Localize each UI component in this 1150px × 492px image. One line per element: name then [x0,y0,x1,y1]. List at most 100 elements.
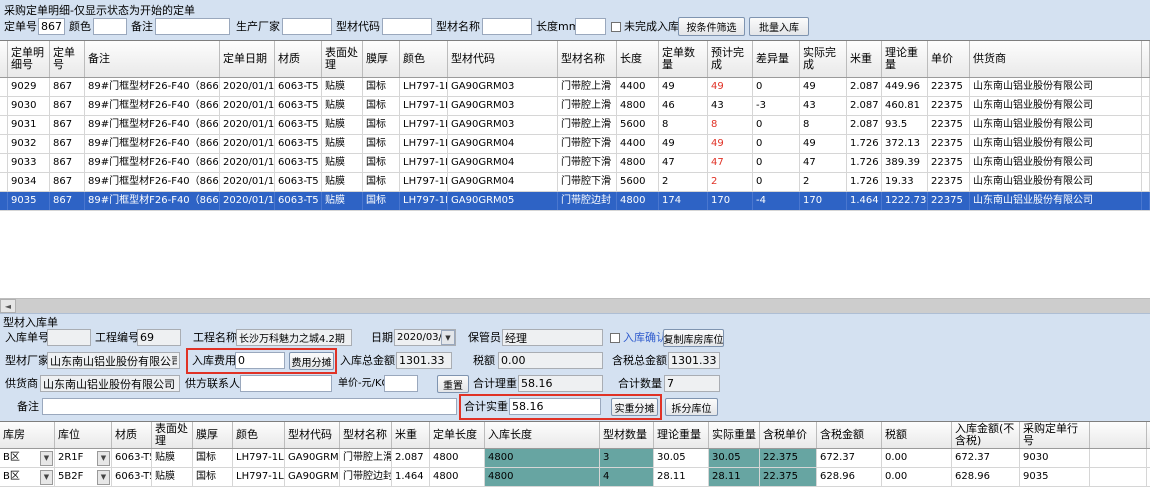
unfinished-checkbox[interactable] [611,22,621,32]
profile-code-filter-input[interactable] [382,18,432,35]
cell: 22375 [928,154,970,172]
cell: 贴膜 [322,154,363,172]
date-input[interactable] [394,329,456,346]
cell: 2 [800,173,847,191]
warehouse-dropdown[interactable]: B区 ▼ [0,468,55,486]
table-row[interactable]: 903586789#门框型材F26-F40（866+867）2020/01/13… [0,192,1150,211]
remark-filter-input[interactable] [155,18,230,35]
cell: GA90GRM04 [448,173,558,191]
table-row[interactable]: B区▼2R1F▼6063-T5贴膜国标LH797-1LL0GA90GRM03门带… [0,449,1150,468]
cell: GA90GRM05 [285,468,340,486]
inbound-no-input[interactable] [47,329,91,346]
cell: 5600 [617,173,659,191]
column-header: 供货商 [970,41,1142,77]
cell: 28.11 [654,468,709,486]
table-row[interactable]: 903286789#门框型材F26-F40（866+867）2020/01/13… [0,135,1150,154]
cell: 山东南山铝业股份有限公司 [970,97,1142,115]
total-amount-input[interactable] [396,352,452,369]
column-header [0,41,8,77]
remark-input[interactable] [42,398,457,415]
project-name-input[interactable] [236,329,352,346]
copy-warehouse-button[interactable]: 复制库房库位 [663,329,724,347]
column-header: 单价 [928,41,970,77]
table-row[interactable]: 903186789#门框型材F26-F40（866+867）2020/01/13… [0,116,1150,135]
table-row[interactable]: 903386789#门框型材F26-F40（866+867）2020/01/13… [0,154,1150,173]
cell: 2 [659,173,708,191]
cell: 8 [800,116,847,134]
total-theory-input[interactable] [518,375,603,392]
location-dropdown[interactable]: 5B2F ▼ [55,468,112,486]
filter-by-condition-button[interactable]: 按条件筛选 [678,17,745,36]
cell: 4800 [617,154,659,172]
scroll-left-button[interactable]: ◄ [0,299,16,313]
cell: 1.464 [392,468,430,486]
total-actual-input[interactable] [509,398,601,415]
cell: 0 [753,78,800,96]
cell: 9032 [8,135,50,153]
cell: 2020/01/13 [220,97,275,115]
factory-input[interactable] [47,352,180,369]
profile-name-filter-input[interactable] [482,18,532,35]
chevron-down-icon: ▼ [97,469,110,485]
cell: 1.726 [847,135,882,153]
tax-input[interactable] [498,352,603,369]
order-no-input[interactable] [38,18,65,35]
cell: 0.00 [882,449,952,467]
horizontal-scrollbar[interactable]: ◄ [0,298,1150,313]
profile-name-filter-label: 型材名称 [436,20,480,33]
cell: 1.726 [847,154,882,172]
keeper-label: 保管员 [468,331,501,344]
column-header: 表面处理 [152,422,193,448]
cell: -3 [753,97,800,115]
column-header: 入库金额(不含税) [952,422,1020,448]
cell: LH797-1LL0 [233,468,285,486]
cell: 49 [659,78,708,96]
fee-allocate-button[interactable]: 费用分摊 [289,352,334,370]
column-header: 表面处理 [322,41,363,77]
color-input[interactable] [93,18,127,35]
table-row[interactable]: 903086789#门框型材F26-F40（866+867）2020/01/13… [0,97,1150,116]
cell: 9034 [8,173,50,191]
total-with-tax-input[interactable] [668,352,720,369]
column-header: 理论重量 [654,422,709,448]
warehouse-dropdown[interactable]: B区 ▼ [0,449,55,467]
contact-input[interactable] [240,375,332,392]
cell: 4 [600,468,654,486]
chevron-down-icon: ▼ [40,469,53,485]
actual-weight-allocate-button[interactable]: 实重分摊 [611,398,658,416]
column-header: 膜厚 [193,422,233,448]
column-header: 理论重量 [882,41,928,77]
location-dropdown[interactable]: 2R1F ▼ [55,449,112,467]
keeper-input[interactable] [502,329,603,346]
date-dropdown-icon[interactable]: ▼ [441,330,455,345]
batch-inbound-button[interactable]: 批量入库 [749,17,809,36]
column-header: 实际重量 [709,422,760,448]
table-row[interactable]: 902986789#门框型材F26-F40（866+867）2020/01/13… [0,78,1150,97]
manufacturer-input[interactable] [282,18,332,35]
column-header: 差异量 [753,41,800,77]
column-header: 定单明细号 [8,41,50,77]
cell: 门带腔边封 [558,192,617,210]
column-header: 米重 [392,422,430,448]
table-row[interactable]: B区▼5B2F▼6063-T5贴膜国标LH797-1LL0GA90GRM05门带… [0,468,1150,487]
length-filter-input[interactable] [575,18,606,35]
unit-price-input[interactable] [384,375,418,392]
cell: 山东南山铝业股份有限公司 [970,173,1142,191]
cell: GA90GRM04 [448,135,558,153]
cell: 2.087 [392,449,430,467]
column-header: 颜色 [233,422,285,448]
inbound-fee-input[interactable] [235,352,285,369]
total-qty-input[interactable] [664,375,720,392]
inbound-confirm-checkbox[interactable] [610,333,620,343]
cell: 2020/01/13 [220,192,275,210]
reset-button[interactable]: 重置 [437,375,469,393]
table-row[interactable]: 903486789#门框型材F26-F40（866+867）2020/01/13… [0,173,1150,192]
cell: 4800 [617,97,659,115]
cell: 门带腔下滑 [558,135,617,153]
cell: 贴膜 [152,468,193,486]
split-location-button[interactable]: 拆分库位 [665,398,718,416]
cell: 国标 [193,468,233,486]
supplier-input[interactable] [40,375,180,392]
project-no-label: 工程编号 [95,331,139,344]
project-no-input[interactable] [137,329,181,346]
